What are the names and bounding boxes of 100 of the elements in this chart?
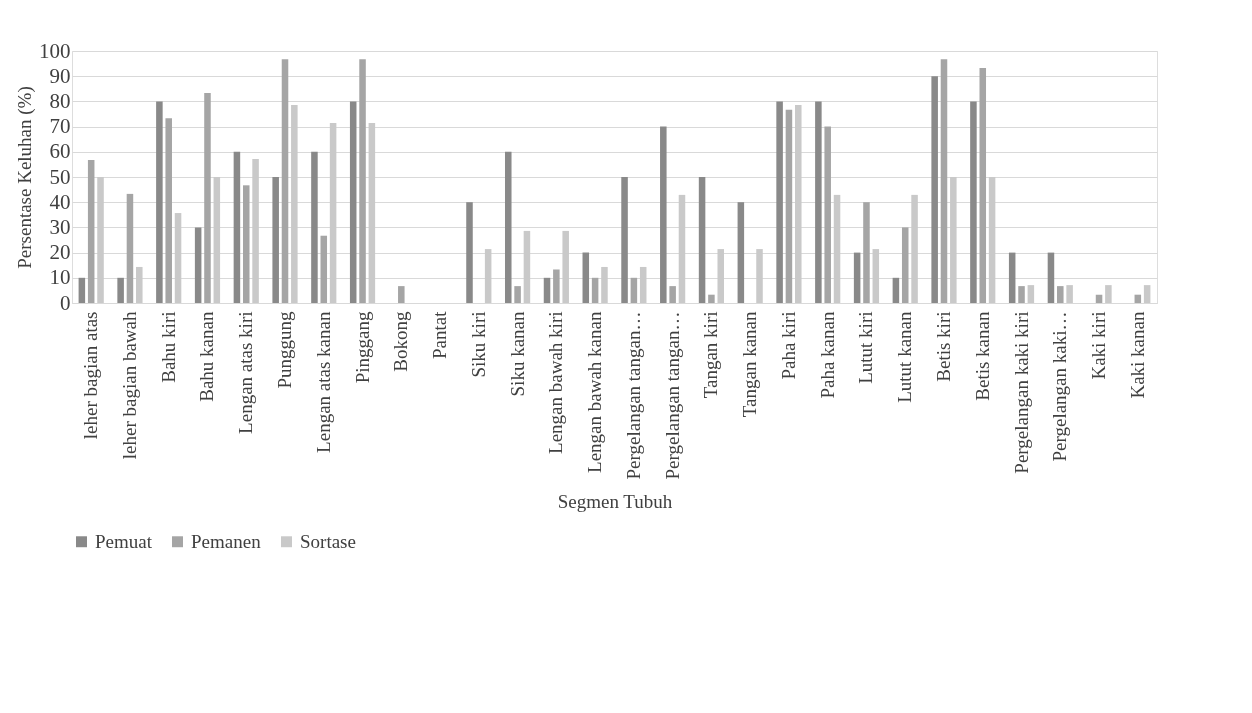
bar	[756, 249, 763, 303]
x-tick-label: Punggung	[274, 311, 296, 389]
bar	[281, 59, 289, 303]
y-tick-label: 80	[49, 88, 71, 113]
legend-label: Pemuat	[95, 530, 153, 552]
bar	[233, 151, 241, 303]
x-tick-label: Pergelangan kaki…	[1049, 311, 1071, 462]
bar	[901, 227, 909, 303]
bar	[669, 286, 676, 303]
x-tick-label: Siku kanan	[506, 311, 528, 397]
y-tick-label: 0	[60, 290, 71, 315]
bar	[97, 177, 104, 303]
y-tick-label: 20	[49, 240, 71, 265]
x-tick-label: Paha kanan	[816, 311, 838, 399]
bar	[466, 202, 473, 303]
bar	[824, 126, 831, 303]
bar	[272, 177, 279, 303]
bar	[892, 277, 900, 303]
bar	[601, 266, 608, 303]
bar	[1018, 286, 1025, 303]
x-tick-label: Tangan kiri	[700, 311, 722, 399]
bar	[320, 235, 328, 303]
legend-label: Sortase	[300, 530, 356, 552]
bar	[204, 93, 211, 303]
x-tick-label: Pinggang	[351, 311, 373, 384]
bar	[504, 151, 512, 303]
bar	[853, 252, 861, 303]
bar	[815, 101, 822, 303]
x-tick-label: leher bagian bawah	[118, 311, 140, 460]
bar	[398, 286, 405, 303]
bar	[543, 277, 551, 303]
x-tick-label: Kaki kiri	[1088, 311, 1110, 380]
bar	[979, 67, 987, 303]
x-tick-label: Betis kanan	[971, 311, 993, 401]
bar	[660, 126, 667, 303]
y-tick-label: 100	[39, 38, 71, 63]
x-tick-label: Pantat	[429, 310, 451, 359]
bar	[1047, 252, 1055, 303]
bar	[514, 286, 521, 303]
bar	[174, 213, 182, 303]
bar	[1143, 285, 1151, 303]
bar	[717, 249, 725, 303]
x-tick-label: Lengan bawah kiri	[545, 311, 567, 454]
bar	[621, 177, 628, 303]
y-tick-label: 70	[49, 114, 71, 139]
bar	[970, 101, 977, 303]
x-tick-label: Bokong	[390, 311, 412, 372]
bar	[872, 249, 880, 303]
bar	[639, 266, 647, 303]
bar	[252, 159, 259, 303]
x-tick-label: Tangan kanan	[739, 311, 761, 418]
bar	[795, 104, 802, 303]
bar	[78, 277, 86, 303]
x-tick-label: Bahu kanan	[196, 311, 218, 402]
y-tick-label: 60	[49, 139, 71, 164]
bar	[136, 266, 143, 303]
x-tick-label: Kaki kanan	[1126, 311, 1148, 399]
bar	[950, 177, 957, 303]
bar	[698, 177, 706, 303]
x-tick-label: Lengan bawah kanan	[584, 311, 606, 473]
bar	[291, 104, 298, 303]
bar	[708, 294, 715, 303]
bar	[630, 277, 638, 303]
x-tick-label: Lengan atas kanan	[312, 311, 334, 453]
y-tick-label: 90	[49, 63, 71, 88]
bar	[359, 59, 366, 303]
bar	[368, 123, 376, 303]
bar	[562, 230, 569, 303]
x-tick-label: Pergelangan tangan…	[622, 311, 644, 480]
bar	[911, 194, 918, 303]
bar	[1008, 252, 1016, 303]
x-tick-label: Lutut kanan	[894, 311, 916, 403]
bar	[1105, 285, 1112, 303]
bar	[329, 123, 337, 303]
bar	[213, 177, 221, 303]
bar	[523, 230, 531, 303]
bar	[87, 160, 95, 303]
bar	[785, 109, 793, 303]
bar	[988, 177, 996, 303]
bar	[940, 59, 948, 303]
y-tick-label: 30	[49, 214, 71, 239]
bar	[833, 194, 841, 303]
x-tick-label: Pergelangan tangan…	[661, 311, 683, 480]
bar	[737, 202, 745, 303]
bar	[678, 194, 686, 303]
bar	[311, 151, 318, 303]
bar	[553, 269, 560, 303]
x-tick-label: leher bagian atas	[80, 311, 102, 440]
bar	[126, 193, 134, 303]
x-tick-label: Pergelangan kaki kiri	[1010, 311, 1032, 474]
x-tick-label: Bahu kiri	[157, 311, 179, 383]
x-tick-label: Betis kiri	[932, 311, 954, 382]
x-axis-title: Segmen Tubuh	[557, 491, 673, 513]
bar	[591, 277, 599, 303]
x-tick-label: Lengan atas kiri	[235, 311, 257, 434]
bar	[1066, 285, 1073, 303]
y-axis-title: Persentase Keluhan (%)	[14, 86, 36, 269]
x-tick-label: Lutut kiri	[855, 311, 877, 384]
x-tick-label: Paha kiri	[777, 311, 799, 380]
bar	[165, 118, 172, 303]
